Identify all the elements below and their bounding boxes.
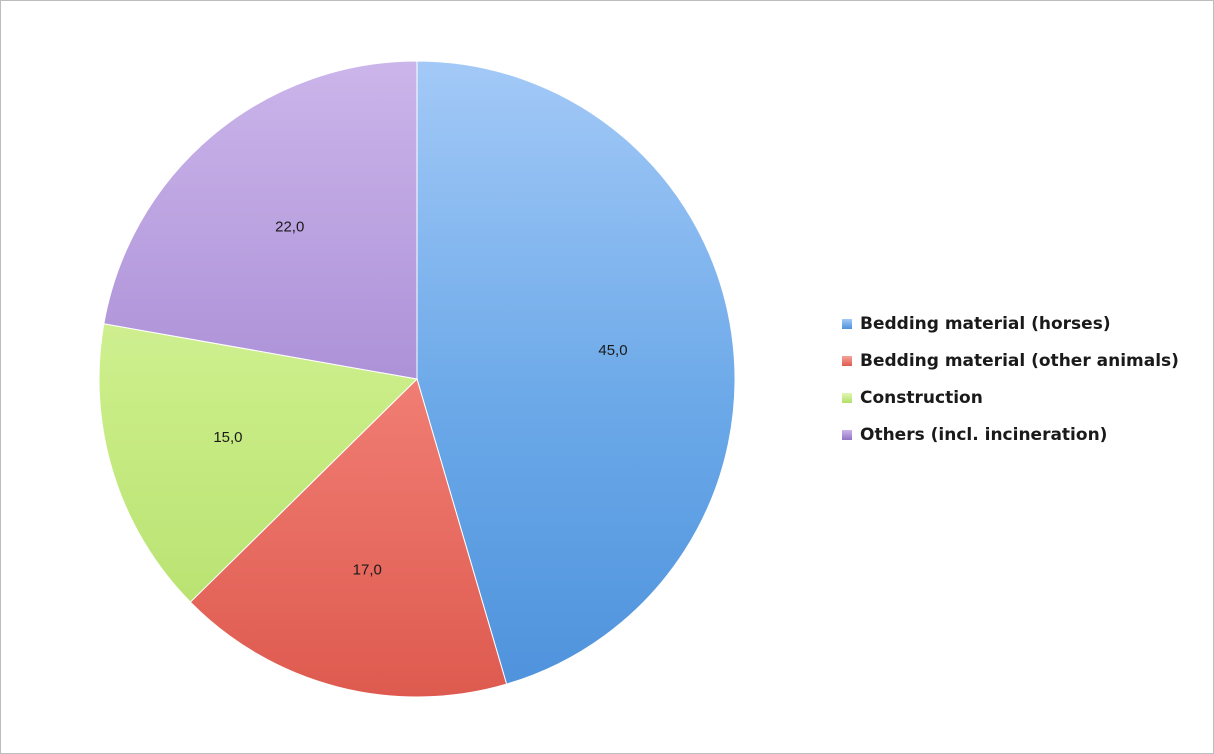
legend-label: Others (incl. incineration): [860, 425, 1108, 445]
pie-slice-bedding-horses: [416, 60, 736, 685]
legend-item-bedding-horses: Bedding material (horses): [842, 313, 1179, 335]
legend-item-others: Others (incl. incineration): [842, 424, 1179, 446]
pie-slice-construction: [98, 323, 419, 603]
legend-swatch: [842, 430, 852, 440]
legend: Bedding material (horses) Bedding materi…: [842, 313, 1179, 461]
legend-label: Bedding material (horses): [860, 314, 1111, 334]
legend-swatch: [842, 319, 852, 329]
pie-slice-others: [103, 60, 418, 380]
legend-item-construction: Construction: [842, 387, 1179, 409]
legend-swatch: [842, 356, 852, 366]
slice-labels: 45,0 17,0 15,0 22,0: [213, 218, 627, 578]
legend-item-bedding-other-animals: Bedding material (other animals): [842, 350, 1179, 372]
legend-label: Bedding material (other animals): [860, 351, 1179, 371]
slice-value-label-construction: 15,0: [213, 429, 242, 446]
pie-slices: [98, 60, 736, 698]
slice-value-label-bedding-horses: 45,0: [598, 342, 627, 359]
slice-value-label-others: 22,0: [275, 218, 304, 235]
legend-swatch: [842, 393, 852, 403]
legend-label: Construction: [860, 388, 983, 408]
slice-value-label-bedding-other-animals: 17,0: [353, 562, 382, 579]
pie-slice-bedding-other-animals: [189, 378, 508, 698]
